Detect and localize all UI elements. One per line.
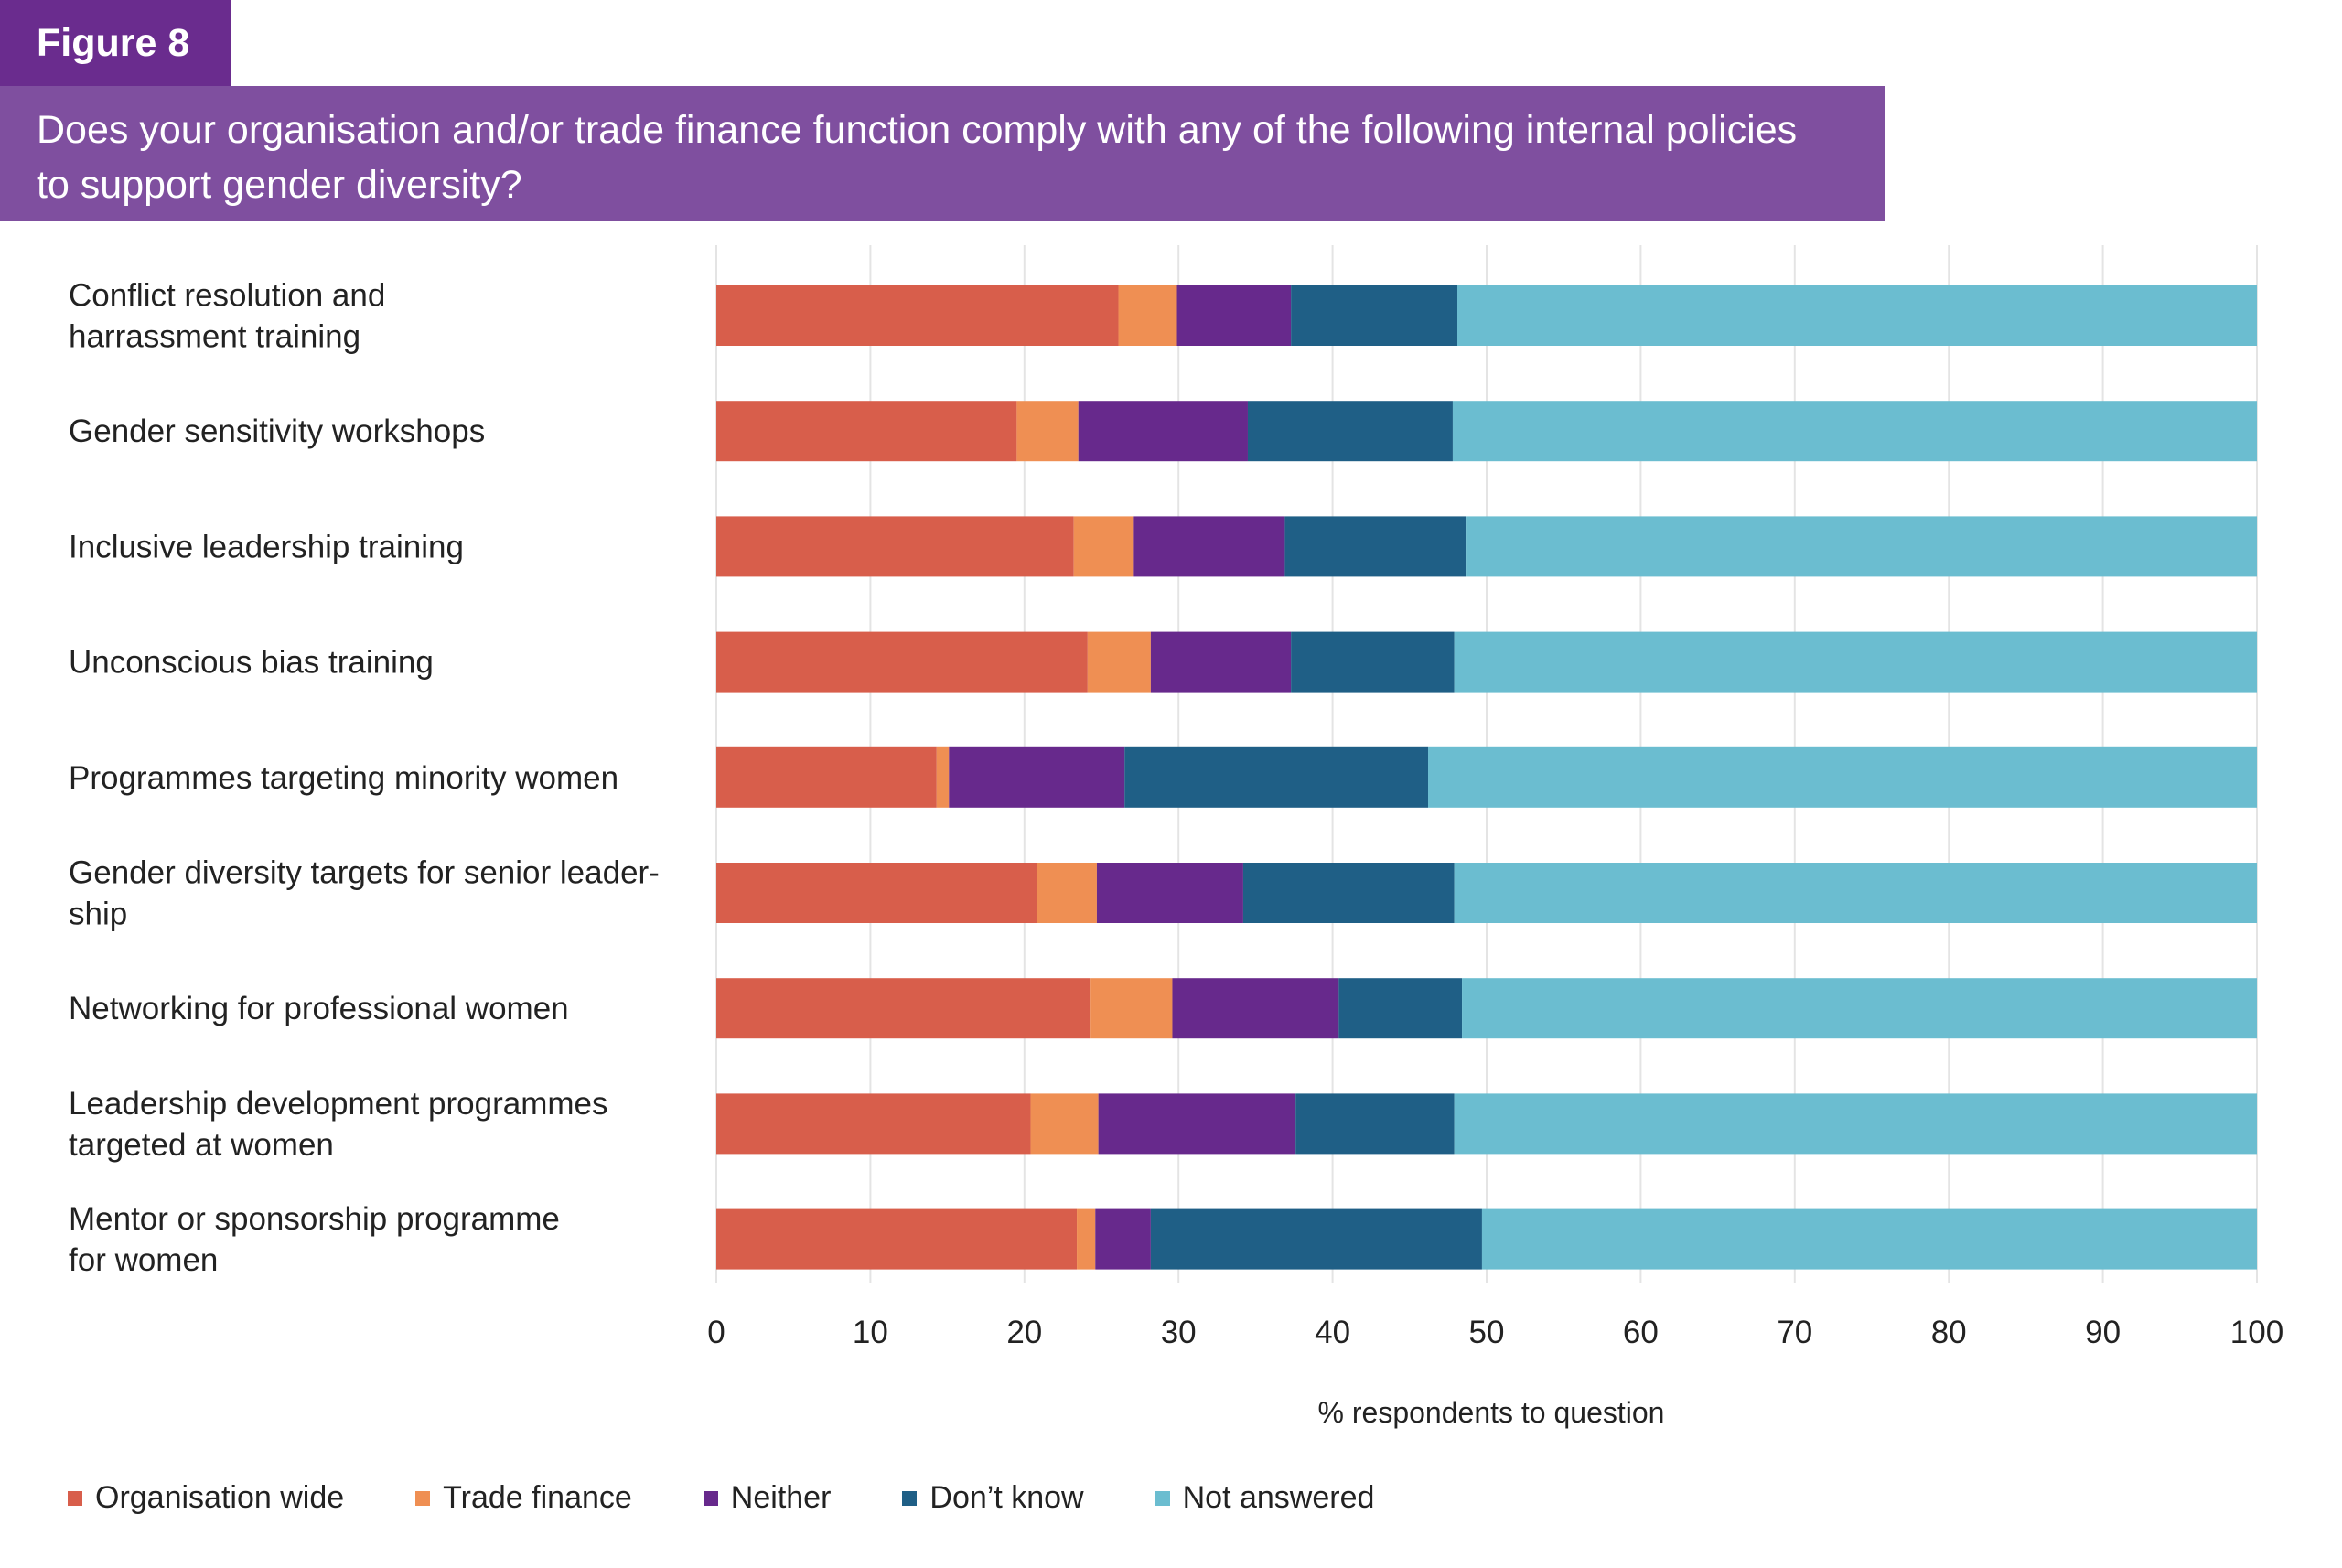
chart-title-line-1: Does your organisation and/or trade fina… — [37, 108, 1798, 152]
legend-swatch — [902, 1490, 918, 1506]
bar-segment — [1133, 516, 1285, 577]
bar-segment — [1454, 631, 2257, 693]
legend: Organisation wide Trade finance Neither Don… — [68, 1480, 1445, 1516]
legend-item: Don’t know — [902, 1480, 1084, 1516]
bar-segment — [1073, 516, 1134, 577]
bar-segment — [1462, 978, 2257, 1039]
figure-label: Figure 8 — [0, 0, 231, 86]
bar-segment — [716, 1093, 1031, 1155]
bars — [716, 285, 2257, 1270]
category-label: Mentor or sponsorship programme for women — [69, 1201, 560, 1278]
x-tick-label: 0 — [707, 1315, 725, 1350]
legend-label: Neither — [730, 1480, 832, 1515]
category-label: Unconscious bias training — [69, 645, 434, 681]
bar-segment — [936, 746, 950, 808]
bar-segment — [1466, 516, 2257, 577]
bar-segment — [1338, 978, 1463, 1039]
category-label: Networking for professional women — [69, 991, 569, 1026]
bar-segment — [716, 978, 1091, 1039]
bar-segment — [1291, 285, 1458, 346]
legend-label: Not answered — [1182, 1480, 1375, 1515]
bar-segment — [1095, 1208, 1151, 1270]
bar-segment — [1242, 863, 1455, 923]
x-tick-label: 40 — [1315, 1315, 1350, 1350]
x-tick-label: 80 — [1931, 1315, 1967, 1350]
bar-segment — [1077, 1208, 1096, 1270]
bar-segment — [1150, 631, 1292, 693]
x-tick-label: 90 — [2085, 1315, 2121, 1350]
x-tick-label: 70 — [1777, 1315, 1812, 1350]
bar-segment — [1481, 1208, 2257, 1270]
legend-label: Trade finance — [443, 1480, 632, 1515]
legend-swatch — [68, 1490, 82, 1506]
bar-segment — [1291, 631, 1455, 693]
chart-title-line-2: to support gender diversity? — [37, 163, 522, 207]
x-tick-labels: 0 10 20 30 40 50 60 70 80 90 100 — [707, 1315, 2283, 1350]
bar-segment — [1457, 285, 2257, 346]
x-tick-label: 20 — [1006, 1315, 1042, 1350]
legend-label: Organisation wide — [95, 1480, 345, 1515]
bar-segment — [949, 746, 1125, 808]
chart-title: Does your organisation and/or trade fina… — [0, 86, 1885, 221]
stacked-bar-chart: Conflict resolution and harrassment train… — [69, 245, 2283, 1429]
bar-segment — [1087, 631, 1151, 693]
bar-segment — [716, 285, 1119, 346]
bar-segment — [1172, 978, 1339, 1039]
x-tick-label: 50 — [1469, 1315, 1505, 1350]
bar-segment — [1118, 285, 1177, 346]
category-label: Programmes targeting minority women — [69, 760, 618, 796]
bar-segment — [1090, 978, 1173, 1039]
bar-segment — [716, 863, 1037, 923]
bar-segment — [716, 1208, 1078, 1270]
x-tick-label: 10 — [853, 1315, 888, 1350]
category-label: Gender sensitivity workshops — [69, 413, 485, 449]
bar-segment — [716, 401, 1017, 462]
category-label: Leadership development programmes targete… — [69, 1086, 608, 1163]
bar-segment — [1096, 863, 1243, 923]
x-tick-label: 30 — [1161, 1315, 1197, 1350]
x-axis-title: % respondents to question — [1318, 1396, 1665, 1429]
bar-segment — [1295, 1093, 1455, 1155]
legend-item: Trade finance — [415, 1480, 632, 1516]
legend-item: Not answered — [1155, 1480, 1375, 1516]
category-labels: Conflict resolution and harrassment train… — [69, 278, 660, 1279]
bar-segment — [1124, 746, 1429, 808]
bar-segment — [1078, 401, 1248, 462]
category-label: Conflict resolution and harrassment train… — [69, 278, 385, 355]
bar-segment — [1452, 401, 2257, 462]
bar-segment — [716, 516, 1074, 577]
bar-segment — [716, 631, 1088, 693]
bar-segment — [1037, 863, 1097, 923]
legend-item: Neither — [703, 1480, 832, 1516]
x-tick-label: 100 — [2230, 1315, 2283, 1350]
bar-segment — [1176, 285, 1292, 346]
bar-segment — [1030, 1093, 1099, 1155]
bar-segment — [1247, 401, 1453, 462]
bar-segment — [1428, 746, 2257, 808]
legend-label: Don’t know — [929, 1480, 1084, 1515]
category-label: Gender diversity targets for senior lead… — [69, 855, 660, 932]
bar-segment — [1454, 863, 2257, 923]
bar-segment — [1016, 401, 1079, 462]
x-tick-label: 60 — [1623, 1315, 1659, 1350]
bar-segment — [1150, 1208, 1482, 1270]
bar-segment — [1284, 516, 1467, 577]
bar-segment — [716, 746, 937, 808]
bar-segment — [1454, 1093, 2257, 1155]
legend-item: Organisation wide — [68, 1480, 344, 1516]
legend-swatch — [1155, 1490, 1170, 1506]
legend-swatch — [703, 1490, 718, 1506]
legend-swatch — [415, 1490, 431, 1506]
bar-segment — [1098, 1093, 1296, 1155]
category-label: Inclusive leadership training — [69, 529, 464, 564]
